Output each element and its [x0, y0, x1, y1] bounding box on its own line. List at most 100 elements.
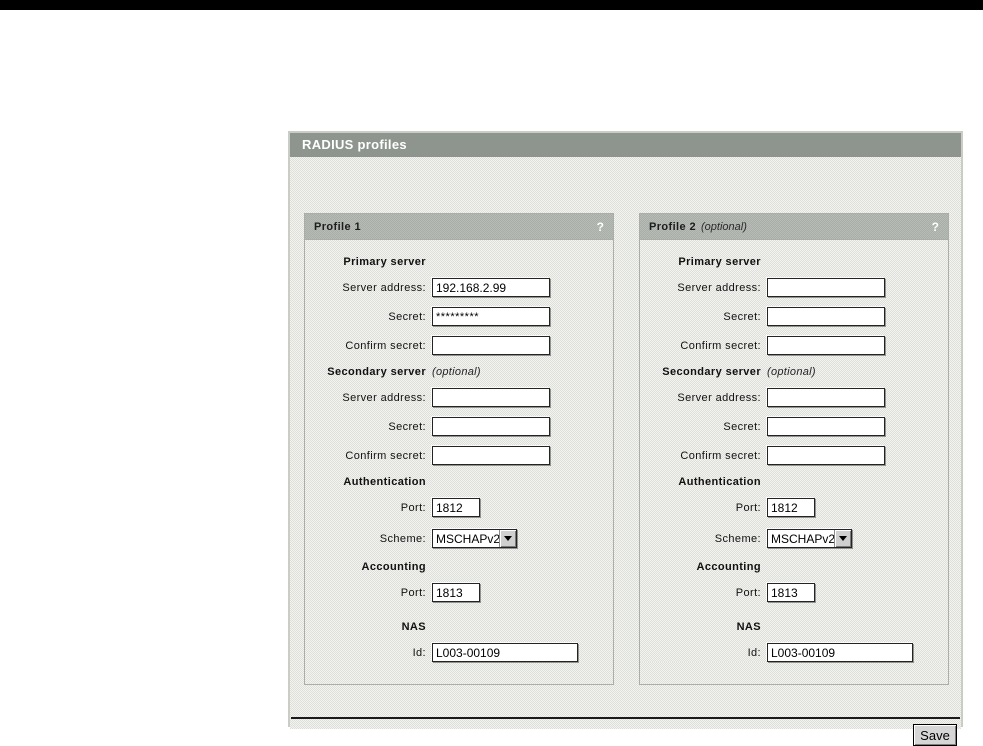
port-label: Port: [400, 501, 426, 514]
primary-secret-row: Secret: [305, 307, 613, 326]
top-black-bar [0, 0, 983, 10]
authentication-heading-row: Authentication [640, 475, 948, 489]
authentication-port-row: Port: [305, 498, 613, 517]
authentication-heading: Authentication [343, 476, 426, 488]
confirm-secret-label: Confirm secret: [345, 449, 426, 462]
secondary-server-note: (optional) [767, 366, 816, 378]
secondary-confirm-secret-input[interactable] [767, 446, 885, 465]
profile-1-group: Profile 1 ? Primary server Server addres… [304, 213, 614, 685]
profile-2-title-note: (optional) [701, 220, 747, 233]
primary-secret-input[interactable] [432, 307, 550, 326]
primary-server-address-row: Server address: [305, 278, 613, 297]
save-button[interactable]: Save [913, 724, 957, 746]
secondary-server-address-input[interactable] [432, 388, 550, 407]
secondary-confirm-secret-input[interactable] [432, 446, 550, 465]
authentication-port-input[interactable] [432, 498, 480, 517]
scheme-label: Scheme: [714, 532, 761, 545]
nas-id-row: Id: [640, 643, 948, 662]
secondary-secret-input[interactable] [767, 417, 885, 436]
profile-1-title: Profile 1 [314, 220, 362, 233]
secondary-server-address-row: Server address: [640, 388, 948, 407]
primary-server-heading: Primary server [343, 256, 426, 268]
nas-heading: NAS [401, 621, 426, 633]
secondary-server-heading-row: Secondary server (optional) [640, 365, 948, 379]
scheme-selected-value: MSCHAPv2 [436, 532, 501, 546]
nas-heading-row: NAS [640, 620, 948, 634]
profile-2-content: Primary server Server address: Secret: C… [640, 240, 948, 662]
primary-secret-row: Secret: [640, 307, 948, 326]
primary-server-heading-row: Primary server [640, 255, 948, 269]
nas-heading: NAS [736, 621, 761, 633]
accounting-port-input[interactable] [432, 583, 480, 602]
profile-1-content: Primary server Server address: Secret: C… [305, 240, 613, 662]
secret-label: Secret: [388, 310, 426, 323]
id-label: Id: [747, 646, 761, 659]
primary-secret-input[interactable] [767, 307, 885, 326]
primary-confirm-secret-input[interactable] [432, 336, 550, 355]
secondary-server-address-input[interactable] [767, 388, 885, 407]
authentication-port-input[interactable] [767, 498, 815, 517]
server-address-label: Server address: [342, 391, 426, 404]
profile-2-header: Profile 2 (optional) ? [640, 214, 948, 240]
authentication-heading: Authentication [678, 476, 761, 488]
accounting-port-row: Port: [640, 583, 948, 602]
secondary-secret-input[interactable] [432, 417, 550, 436]
page-title: RADIUS profiles [290, 133, 961, 157]
profile-1-header: Profile 1 ? [305, 214, 613, 240]
scheme-select[interactable]: MSCHAPv2 [432, 529, 517, 548]
secondary-secret-row: Secret: [305, 417, 613, 436]
scheme-row: Scheme: MSCHAPv2 [305, 529, 613, 548]
scheme-select[interactable]: MSCHAPv2 [767, 529, 852, 548]
accounting-port-input[interactable] [767, 583, 815, 602]
nas-id-row: Id: [305, 643, 613, 662]
secret-label: Secret: [723, 310, 761, 323]
primary-server-address-input[interactable] [767, 278, 885, 297]
profile-2-group: Profile 2 (optional) ? Primary server Se… [639, 213, 949, 685]
accounting-heading-row: Accounting [305, 560, 613, 574]
secondary-server-heading: Secondary server [327, 366, 426, 378]
scheme-label: Scheme: [379, 532, 426, 545]
secret-label: Secret: [723, 420, 761, 433]
primary-confirm-secret-input[interactable] [767, 336, 885, 355]
nas-id-input[interactable] [767, 643, 913, 662]
server-address-label: Server address: [677, 391, 761, 404]
secondary-server-heading-row: Secondary server (optional) [305, 365, 613, 379]
help-icon[interactable]: ? [596, 219, 604, 234]
id-label: Id: [412, 646, 426, 659]
primary-confirm-secret-row: Confirm secret: [640, 336, 948, 355]
panel-body: Profile 1 ? Primary server Server addres… [290, 157, 961, 746]
primary-server-address-input[interactable] [432, 278, 550, 297]
confirm-secret-label: Confirm secret: [345, 339, 426, 352]
accounting-heading-row: Accounting [640, 560, 948, 574]
dropdown-button[interactable] [834, 530, 851, 547]
primary-server-address-row: Server address: [640, 278, 948, 297]
profile-2-title: Profile 2 [649, 220, 697, 233]
port-label: Port: [400, 586, 426, 599]
accounting-heading: Accounting [361, 561, 426, 573]
scheme-selected-value: MSCHAPv2 [771, 532, 836, 546]
nas-id-input[interactable] [432, 643, 578, 662]
primary-server-heading: Primary server [678, 256, 761, 268]
nas-heading-row: NAS [305, 620, 613, 634]
secondary-confirm-secret-row: Confirm secret: [640, 446, 948, 465]
port-label: Port: [735, 586, 761, 599]
secondary-server-note: (optional) [432, 366, 481, 378]
confirm-secret-label: Confirm secret: [680, 449, 761, 462]
primary-server-heading-row: Primary server [305, 255, 613, 269]
secondary-secret-row: Secret: [640, 417, 948, 436]
dropdown-button[interactable] [499, 530, 516, 547]
chevron-down-icon [839, 536, 847, 541]
confirm-secret-label: Confirm secret: [680, 339, 761, 352]
radius-profiles-panel: RADIUS profiles Profile 1 ? Primary serv… [288, 131, 963, 746]
secondary-server-heading: Secondary server [662, 366, 761, 378]
authentication-heading-row: Authentication [305, 475, 613, 489]
server-address-label: Server address: [677, 281, 761, 294]
help-icon[interactable]: ? [931, 219, 939, 234]
primary-confirm-secret-row: Confirm secret: [305, 336, 613, 355]
secondary-server-address-row: Server address: [305, 388, 613, 407]
chevron-down-icon [504, 536, 512, 541]
secondary-confirm-secret-row: Confirm secret: [305, 446, 613, 465]
server-address-label: Server address: [342, 281, 426, 294]
accounting-port-row: Port: [305, 583, 613, 602]
port-label: Port: [735, 501, 761, 514]
